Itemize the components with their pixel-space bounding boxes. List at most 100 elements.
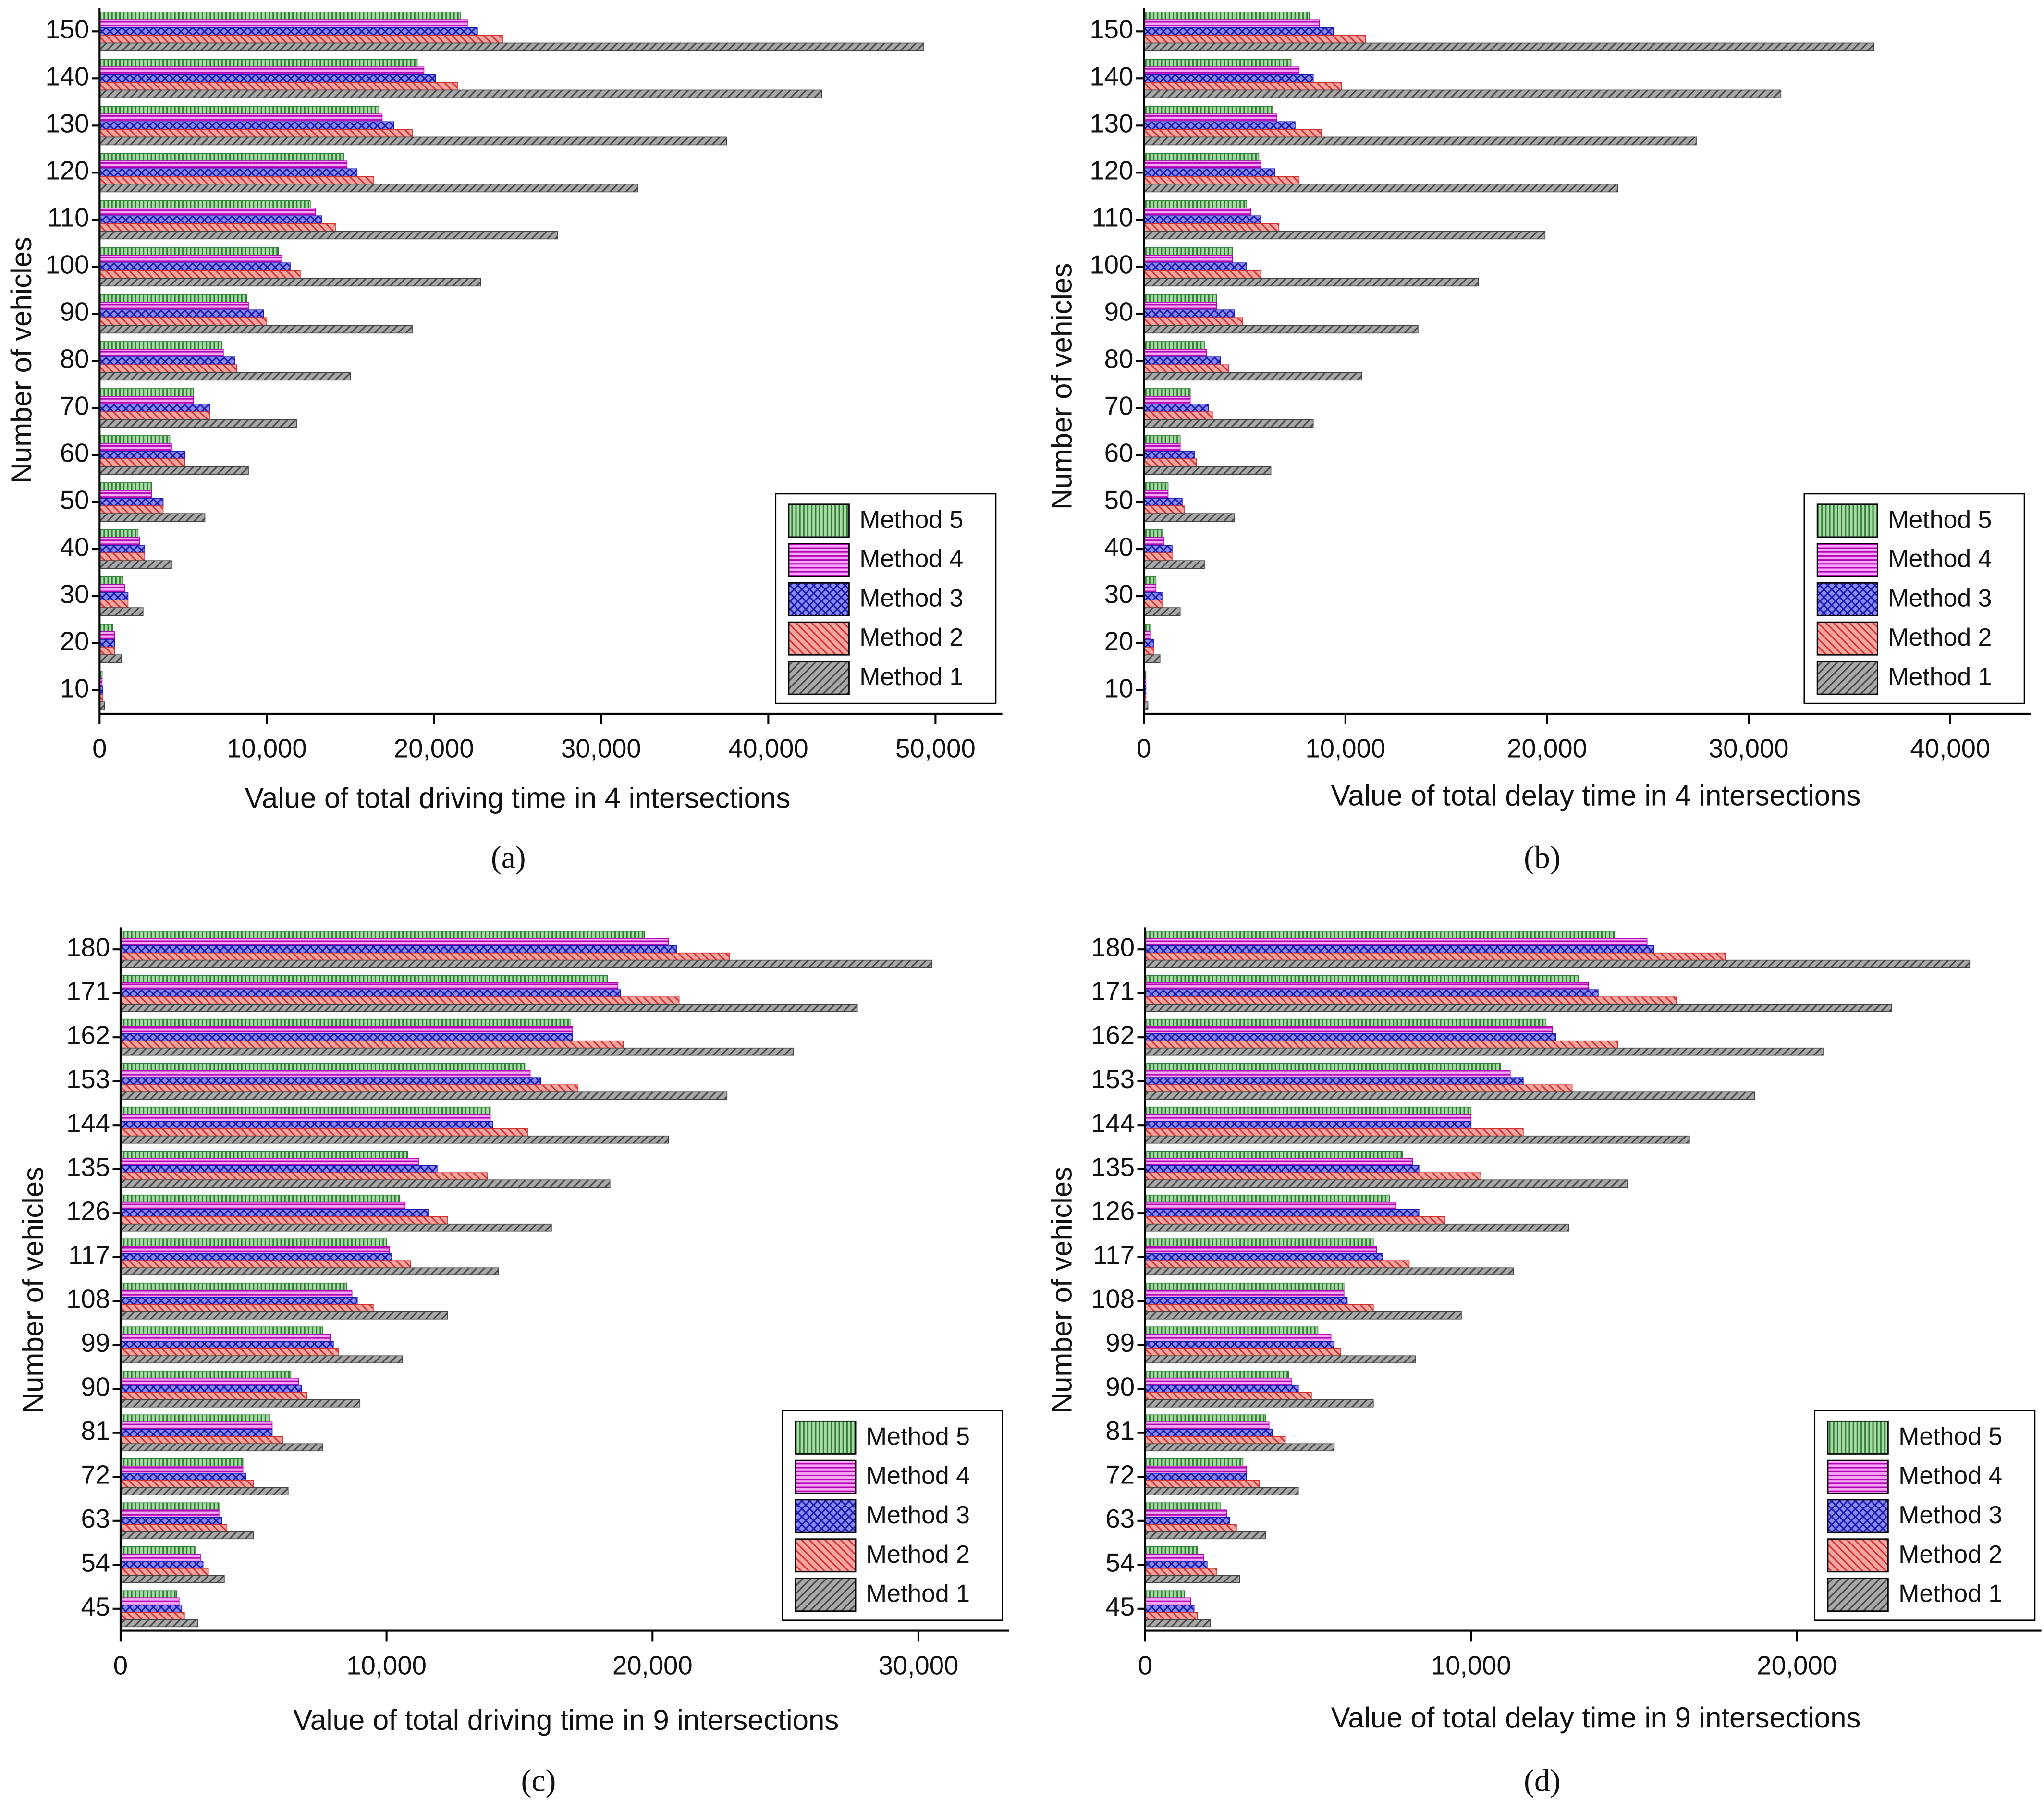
bar: [99, 435, 171, 444]
bar: [99, 19, 468, 28]
y-tick-label: 153: [1091, 1065, 1135, 1094]
bar: [1143, 600, 1163, 608]
bar: [1145, 1502, 1221, 1511]
y-tick-label: 100: [1089, 250, 1133, 280]
bar: [1145, 1399, 1374, 1408]
bar: [99, 356, 236, 366]
bar: [1145, 931, 1615, 939]
bar: [120, 1377, 299, 1386]
bar: [120, 1246, 390, 1254]
legend-label: Method 4: [859, 545, 963, 573]
bar: [120, 1605, 183, 1613]
x-tick-label: 0: [1137, 734, 1151, 763]
legend-swatch: [788, 503, 850, 538]
bar: [120, 1091, 728, 1100]
bar: [1145, 1246, 1377, 1254]
legend-swatch: [1827, 1499, 1889, 1533]
bar: [120, 1524, 228, 1532]
bar: [120, 1421, 273, 1430]
bar: [1145, 1040, 1618, 1049]
bar: [1145, 1487, 1299, 1495]
x-tick-label: 30,000: [879, 1651, 959, 1680]
bar: [99, 458, 185, 467]
bar: [1145, 1194, 1390, 1203]
legend-label: Method 5: [866, 1422, 970, 1450]
y-tick-label: 10: [60, 674, 89, 703]
legend-swatch: [1827, 1538, 1889, 1573]
bar: [1145, 1443, 1335, 1452]
bar: [1143, 451, 1195, 459]
bar: [1143, 560, 1205, 569]
y-tick-label: 81: [1105, 1416, 1135, 1446]
bar: [99, 255, 282, 263]
bar: [120, 1355, 403, 1364]
x-axis-label: Value of total delay time in 4 intersect…: [1331, 779, 1861, 811]
x-tick-label: 10,000: [1305, 734, 1385, 763]
bar: [1145, 1297, 1348, 1305]
bar: [1145, 1047, 1824, 1056]
x-tick-label: 20,000: [394, 734, 474, 763]
y-axis-label: Number of vehicles: [1046, 1167, 1078, 1413]
bar: [120, 1070, 531, 1078]
bar: [1145, 1619, 1211, 1628]
legend-label: Method 4: [1898, 1461, 2002, 1489]
bar: [120, 1384, 302, 1393]
bar: [120, 1128, 528, 1137]
bar: [99, 82, 458, 91]
y-tick-label: 54: [81, 1548, 110, 1578]
bar: [99, 404, 210, 412]
bar: [1143, 513, 1235, 522]
y-tick-label: 153: [66, 1065, 110, 1094]
y-tick-label: 50: [1104, 485, 1134, 515]
bar: [1145, 1165, 1420, 1174]
bar: [1143, 545, 1173, 553]
bar: [99, 372, 351, 381]
bar: [99, 278, 481, 287]
bar: [1143, 223, 1280, 232]
y-axis-label: Number of vehicles: [17, 1167, 49, 1413]
bar: [1143, 349, 1207, 357]
bar: [1143, 490, 1169, 499]
y-tick-label: 135: [66, 1152, 110, 1182]
bar: [99, 317, 268, 326]
bar: [1145, 982, 1589, 990]
bar: [120, 945, 677, 954]
bar: [1145, 1063, 1501, 1071]
bar: [120, 1209, 430, 1217]
y-tick-label: 150: [45, 15, 89, 44]
y-tick-label: 108: [1091, 1285, 1135, 1314]
y-tick-label: 126: [1091, 1197, 1135, 1226]
bar: [1145, 1355, 1416, 1364]
bar: [120, 1399, 361, 1408]
bar: [120, 1063, 526, 1071]
bar: [1145, 1260, 1410, 1269]
bar: [120, 1619, 198, 1628]
bar: [1143, 458, 1197, 467]
bar: [120, 982, 619, 990]
legend-label: Method 2: [1898, 1540, 2002, 1568]
bar: [1143, 89, 1782, 98]
bar: [1145, 1465, 1247, 1474]
bar: [99, 89, 822, 98]
bar: [120, 1509, 220, 1518]
bar: [1145, 1575, 1240, 1583]
bar: [1143, 160, 1261, 170]
bar: [120, 1077, 541, 1085]
bar: [1145, 1597, 1191, 1606]
bar: [120, 1282, 347, 1291]
bar: [120, 1575, 225, 1583]
legend-swatch: [1816, 503, 1878, 538]
bar: [1145, 1421, 1270, 1430]
bar: [99, 160, 348, 170]
bar: [1145, 1370, 1289, 1379]
bar: [1143, 82, 1342, 91]
bar: [120, 1260, 411, 1269]
bar: [1145, 996, 1677, 1005]
y-tick-label: 90: [60, 297, 89, 327]
bar: [99, 560, 172, 569]
y-tick-label: 120: [1089, 156, 1133, 185]
bar: [120, 1304, 374, 1312]
bar: [1143, 435, 1181, 444]
y-tick-label: 30: [1104, 579, 1134, 609]
bar: [1145, 1135, 1690, 1144]
